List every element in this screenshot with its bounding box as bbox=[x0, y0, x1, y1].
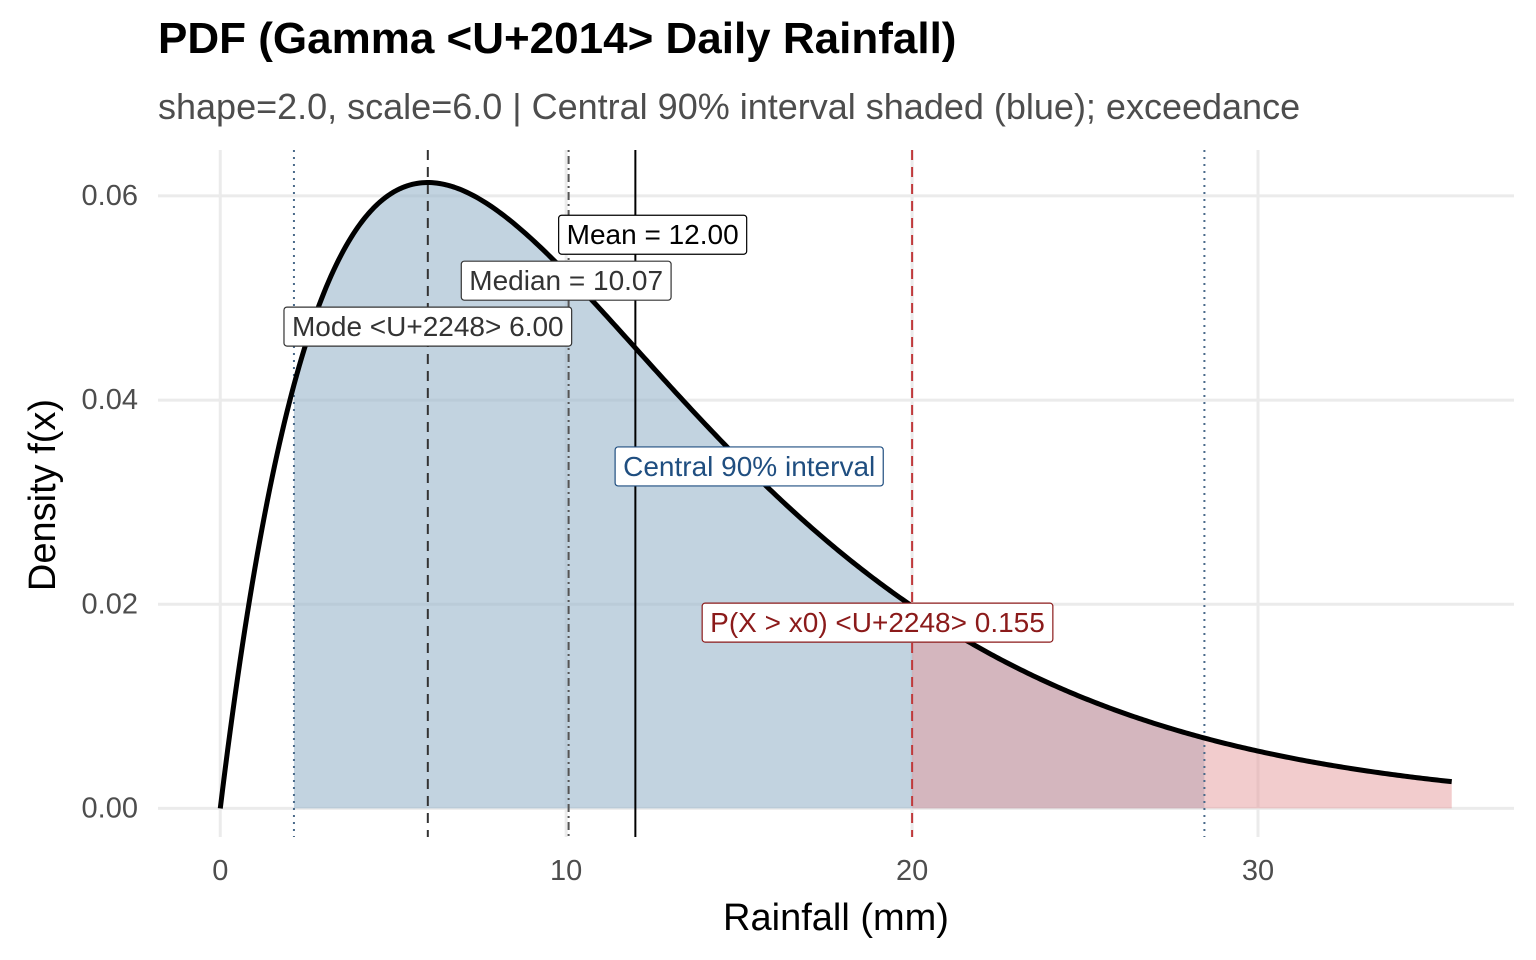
x-axis-title: Rainfall (mm) bbox=[723, 897, 949, 939]
axis-ticks: 0 10 20 30 0.00 0.02 0.04 0.06 bbox=[82, 180, 1275, 887]
exceedance-label-box bbox=[701, 602, 1054, 643]
y-tick-label: 0.02 bbox=[82, 588, 138, 620]
x-tick-label: 20 bbox=[896, 855, 928, 887]
median-label-box bbox=[460, 260, 672, 301]
median-label-text: Median = 10.07 bbox=[469, 265, 663, 296]
chart-title: PDF (Gamma <U+2014> Daily Rainfall) bbox=[158, 14, 957, 63]
x-tick-label: 30 bbox=[1242, 855, 1274, 887]
y-axis-title: Density f(x) bbox=[22, 399, 64, 591]
x-tick-label: 0 bbox=[212, 855, 228, 887]
median-label: Median = 10.07 bbox=[460, 260, 672, 301]
exceedance-label-text: P(X > x0) <U+2248> 0.155 bbox=[710, 607, 1045, 638]
y-tick-label: 0.00 bbox=[82, 792, 138, 824]
annotations: Mean = 12.00 Median = 10.07 Mode <U+2248> … bbox=[283, 214, 1054, 643]
interval-label: Central 90% interval bbox=[614, 446, 884, 487]
interval-label-text: Central 90% interval bbox=[623, 451, 875, 482]
density-curve bbox=[217, 180, 1452, 809]
y-tick-label: 0.04 bbox=[82, 384, 138, 416]
mean-label-box bbox=[558, 214, 748, 255]
shaded-region-exceedance bbox=[912, 606, 1452, 809]
exceedance-label: P(X > x0) <U+2248> 0.155 bbox=[701, 602, 1054, 643]
interval-label-box bbox=[614, 446, 884, 487]
mode-label: Mode <U+2248> 6.00 bbox=[283, 306, 573, 347]
mode-label-box bbox=[283, 306, 573, 347]
x-tick-label: 10 bbox=[550, 855, 582, 887]
chart-subtitle: shape=2.0, scale=6.0 | Central 90% inter… bbox=[158, 86, 1301, 127]
y-tick-label: 0.06 bbox=[82, 180, 138, 212]
mean-label-text: Mean = 12.00 bbox=[567, 219, 739, 250]
mean-label: Mean = 12.00 bbox=[558, 214, 748, 255]
mode-label-text: Mode <U+2248> 6.00 bbox=[292, 311, 564, 342]
